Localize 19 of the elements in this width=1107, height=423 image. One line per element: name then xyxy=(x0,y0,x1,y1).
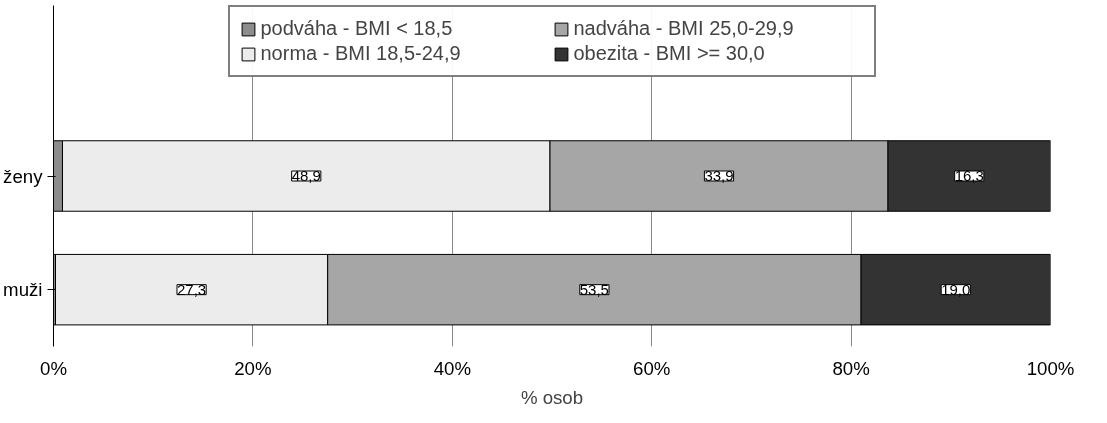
x-tick-label: 60% xyxy=(633,357,671,379)
x-tick-label: 0% xyxy=(40,357,67,379)
data-label: 53,5 xyxy=(579,280,609,298)
x-tick-label: 40% xyxy=(433,357,471,379)
x-tick-label: 80% xyxy=(832,357,870,379)
data-label: 48,9 xyxy=(291,167,321,184)
data-label: 19,0 xyxy=(941,280,971,298)
x-tick-label: 20% xyxy=(234,357,272,379)
legend-label: norma - BMI 18,5-24,9 xyxy=(260,42,462,65)
legend-label: nadváha - BMI 25,0-29,9 xyxy=(573,17,795,40)
x-axis-title: % osob xyxy=(520,386,584,408)
data-label: 33,9 xyxy=(704,167,734,184)
y-tick-label: muži xyxy=(3,279,43,301)
data-label: 16,3 xyxy=(954,167,984,184)
y-tick-label: ženy xyxy=(3,165,44,187)
x-tick-label: 100% xyxy=(1026,357,1075,379)
legend-label: obezita - BMI >= 30,0 xyxy=(573,42,766,65)
legend-label: podváha - BMI < 18,5 xyxy=(260,17,454,40)
data-label: 27,3 xyxy=(176,280,207,298)
